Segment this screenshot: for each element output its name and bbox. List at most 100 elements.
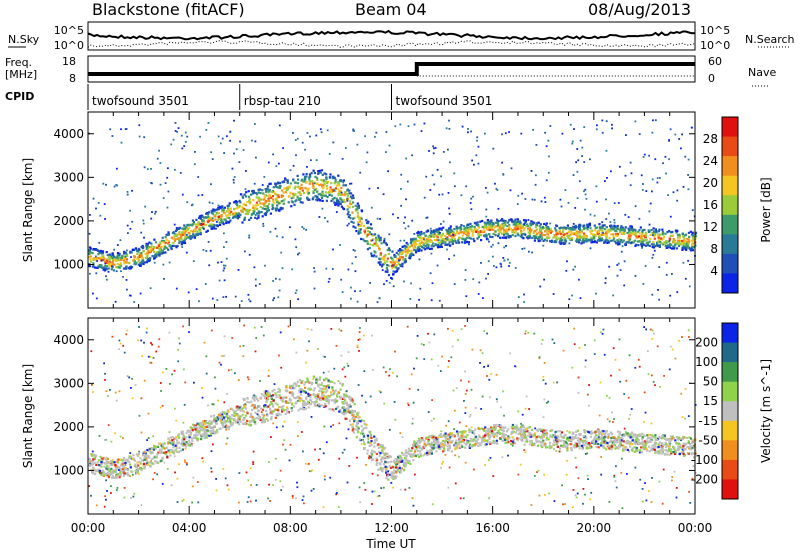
scatter-cell bbox=[99, 214, 102, 217]
scatter-cell bbox=[89, 272, 91, 275]
echo-cell bbox=[265, 401, 268, 404]
echo-cell bbox=[502, 222, 505, 225]
echo-cell bbox=[306, 377, 309, 380]
echo-cell bbox=[619, 227, 622, 230]
echo-cell bbox=[214, 432, 217, 435]
echo-cell bbox=[634, 231, 637, 234]
echo-cell bbox=[689, 230, 692, 233]
scatter-cell bbox=[229, 131, 232, 133]
echo-cell bbox=[533, 221, 536, 224]
scatter-cell bbox=[109, 128, 112, 131]
echo-cell bbox=[338, 184, 341, 187]
echo-cell bbox=[458, 236, 461, 239]
echo-cell bbox=[517, 432, 520, 436]
echo-cell bbox=[632, 228, 636, 231]
scatter-cell bbox=[687, 174, 689, 176]
echo-cell bbox=[484, 432, 487, 435]
echo-cell bbox=[243, 207, 246, 210]
echo-cell bbox=[643, 234, 646, 237]
echo-cell bbox=[205, 230, 208, 233]
echo-cell bbox=[356, 205, 359, 208]
echo-cell bbox=[511, 228, 514, 232]
echo-cell bbox=[639, 235, 642, 238]
echo-cell bbox=[432, 437, 435, 440]
echo-cell bbox=[436, 233, 439, 236]
echo-cell bbox=[400, 263, 403, 266]
echo-cell bbox=[220, 214, 223, 217]
scatter-cell bbox=[595, 185, 598, 188]
echo-cell bbox=[563, 236, 566, 239]
scatter-cell bbox=[186, 234, 188, 236]
scatter-cell bbox=[584, 188, 587, 191]
scatter-cell bbox=[306, 166, 308, 168]
echo-cell bbox=[229, 421, 232, 424]
echo-cell bbox=[214, 218, 217, 221]
echo-cell bbox=[508, 437, 511, 440]
echo-cell bbox=[490, 219, 493, 222]
echo-cell bbox=[602, 232, 605, 236]
echo-cell bbox=[412, 445, 415, 448]
echo-cell bbox=[592, 237, 595, 240]
scatter-cell bbox=[275, 277, 277, 280]
echo-cell bbox=[334, 180, 337, 184]
echo-cell bbox=[320, 382, 323, 385]
echo-cell bbox=[681, 447, 684, 451]
echo-cell bbox=[195, 218, 198, 221]
echo-cell bbox=[667, 447, 671, 451]
scatter-cell bbox=[218, 279, 221, 282]
echo-cell bbox=[99, 464, 102, 467]
echo-cell bbox=[398, 257, 402, 260]
echo-cell bbox=[537, 435, 540, 438]
echo-cell bbox=[412, 242, 415, 245]
echo-cell bbox=[376, 238, 379, 241]
scatter-cell bbox=[440, 223, 442, 225]
scatter-cell bbox=[223, 232, 225, 235]
echo-cell bbox=[394, 260, 397, 263]
scatter-cell bbox=[571, 294, 573, 297]
echo-cell bbox=[97, 459, 101, 462]
echo-cell bbox=[374, 239, 378, 242]
scatter-cell bbox=[184, 140, 187, 143]
echo-cell bbox=[268, 190, 271, 193]
echo-cell bbox=[524, 220, 527, 223]
echo-cell bbox=[616, 441, 619, 444]
echo-cell bbox=[175, 246, 178, 249]
echo-cell bbox=[403, 261, 406, 264]
scatter-cell bbox=[295, 154, 297, 157]
echo-cell bbox=[120, 463, 123, 466]
scatter-cell bbox=[368, 187, 371, 190]
scatter-cell bbox=[581, 146, 584, 149]
echo-cell bbox=[130, 251, 133, 254]
scatter-cell bbox=[629, 161, 632, 164]
scatter-cell bbox=[128, 294, 131, 297]
echo-cell bbox=[178, 240, 181, 243]
scatter-cell bbox=[223, 246, 225, 248]
echo-cell bbox=[412, 239, 415, 242]
echo-cell bbox=[523, 443, 526, 446]
scatter-cell bbox=[310, 159, 312, 162]
echo-cell bbox=[443, 235, 446, 238]
echo-cell bbox=[163, 247, 166, 250]
scatter-cell bbox=[510, 167, 513, 170]
scatter-cell bbox=[166, 176, 169, 179]
echo-cell bbox=[216, 416, 219, 419]
echo-cell bbox=[601, 429, 604, 432]
echo-cell bbox=[465, 439, 468, 442]
echo-cell bbox=[248, 401, 251, 404]
echo-cell bbox=[157, 251, 160, 254]
scatter-cell bbox=[106, 278, 108, 281]
scatter-cell bbox=[665, 261, 668, 264]
echo-cell bbox=[542, 234, 545, 237]
scatter-cell bbox=[235, 148, 238, 151]
echo-cell bbox=[293, 396, 296, 399]
echo-cell bbox=[549, 445, 552, 448]
scatter-cell bbox=[669, 215, 672, 218]
scatter-cell bbox=[172, 138, 175, 141]
echo-cell bbox=[257, 196, 261, 199]
echo-cell bbox=[506, 221, 510, 224]
scatter-cell bbox=[231, 167, 234, 170]
echo-cell bbox=[184, 235, 187, 238]
echo-cell bbox=[556, 232, 559, 235]
echo-cell bbox=[400, 256, 403, 259]
echo-cell bbox=[650, 437, 653, 440]
